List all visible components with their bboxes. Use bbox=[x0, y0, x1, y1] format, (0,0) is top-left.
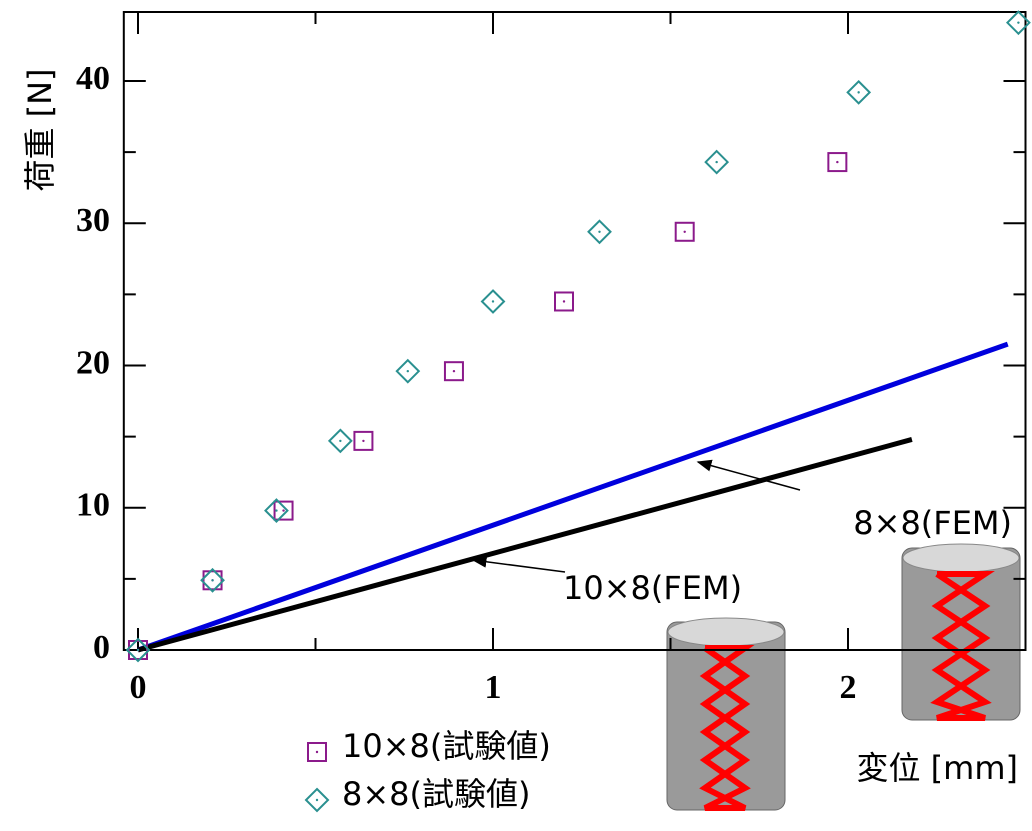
diamond-marker bbox=[706, 151, 728, 173]
legend-label: 8×8(試験値) bbox=[342, 775, 531, 813]
chart: 荷重 [N] 変位 [mm] 0 10 20 30 40 0 1 2 8×8(FEM) 10×8(… bbox=[0, 0, 1032, 827]
x-axis-label: 変位 [mm] bbox=[857, 749, 1019, 787]
x-tick-label: 1 bbox=[485, 669, 502, 706]
marker-dot bbox=[715, 161, 717, 163]
diamond-marker bbox=[306, 789, 328, 811]
marker-dot bbox=[492, 300, 494, 302]
diamond-marker bbox=[202, 569, 224, 591]
square-marker bbox=[676, 223, 694, 241]
diamond-marker bbox=[482, 290, 504, 312]
y-tick-label: 10 bbox=[76, 487, 110, 524]
x-tick-label: 2 bbox=[840, 669, 857, 706]
marker-dot bbox=[339, 440, 341, 442]
marker-dot bbox=[684, 231, 686, 233]
marker-dot bbox=[282, 509, 284, 511]
diamond-marker bbox=[397, 360, 419, 382]
marker-dot bbox=[563, 300, 565, 302]
plot-frame bbox=[124, 12, 1026, 650]
marker-dot bbox=[137, 649, 139, 651]
marker-dot bbox=[836, 161, 838, 163]
diamond-marker bbox=[589, 221, 611, 243]
marker-dot bbox=[598, 231, 600, 233]
marker-dot bbox=[1017, 21, 1019, 23]
marker-dot bbox=[362, 440, 364, 442]
square-marker bbox=[555, 292, 573, 310]
y-tick-label: 0 bbox=[93, 629, 110, 666]
legend-label: 10×8(試験値) bbox=[342, 727, 551, 765]
marker-dot bbox=[275, 509, 277, 511]
square-marker bbox=[354, 432, 372, 450]
diamond-marker bbox=[329, 430, 351, 452]
x-tick-label: 0 bbox=[130, 669, 147, 706]
y-tick-label: 40 bbox=[76, 60, 110, 97]
y-tick-label: 20 bbox=[76, 344, 110, 381]
annotation: 10×8(FEM) bbox=[563, 569, 742, 607]
marker-dot bbox=[857, 91, 859, 93]
page: {"chart_data": {"type": "scatter", "x_la… bbox=[0, 0, 1032, 831]
marker-dot bbox=[316, 751, 318, 753]
fem-line bbox=[138, 439, 912, 650]
y-axis-label: 荷重 [N] bbox=[21, 68, 59, 191]
marker-dot bbox=[407, 370, 409, 372]
marker-dot bbox=[316, 799, 318, 801]
square-marker bbox=[308, 743, 326, 761]
annotation: 8×8(FEM) bbox=[853, 504, 1012, 542]
diamond-marker bbox=[848, 81, 870, 103]
square-marker bbox=[445, 362, 463, 380]
square-marker bbox=[828, 153, 846, 171]
marker-dot bbox=[211, 579, 213, 581]
marker-dot bbox=[453, 370, 455, 372]
annotation-arrow bbox=[473, 560, 565, 572]
y-tick-label: 30 bbox=[76, 202, 110, 239]
